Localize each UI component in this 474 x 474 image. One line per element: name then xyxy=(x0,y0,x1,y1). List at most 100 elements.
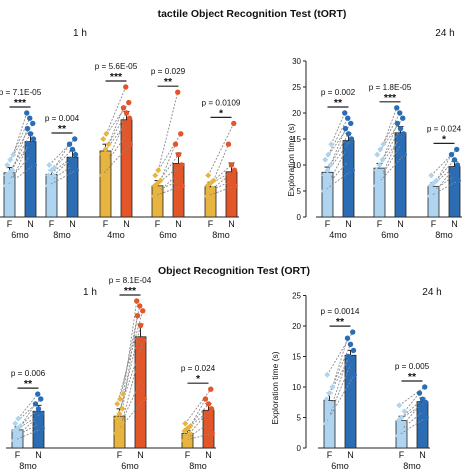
p3-g0-F-point-1 xyxy=(325,414,332,421)
p1-g0-age-label: 4mo xyxy=(329,230,347,240)
p0-g3-N-point-0 xyxy=(179,183,185,189)
p2-g1-F-point-5 xyxy=(119,405,126,412)
p1-g1-N-point-4 xyxy=(397,125,404,132)
p3-g0-N-point-3 xyxy=(350,347,357,354)
p2-g2-pair-line-2 xyxy=(189,413,207,434)
p0-g3-pair-line-0 xyxy=(153,185,183,197)
ort-1h-subtitle: 1 h xyxy=(83,287,97,298)
p2-g0-N-point-4 xyxy=(35,406,42,412)
p0-g3-N-point-1 xyxy=(176,177,182,184)
p0-g3-sig-stars: ** xyxy=(164,76,173,88)
p0-g1-pair-line-0 xyxy=(47,169,77,187)
p2-g0-N-point-0 xyxy=(39,425,45,432)
p0-g1-pair-line-2 xyxy=(53,159,71,176)
ort-24h-subtitle: 24 h xyxy=(422,287,441,298)
p0-g0-p-value: p = 7.1E-05 xyxy=(0,88,42,97)
p1-g0-F-point-4 xyxy=(324,167,331,174)
p1-g2-pair-line-1 xyxy=(432,175,456,192)
p1-g1-pair-line-8 xyxy=(382,107,398,145)
p0-g3-N-point-3 xyxy=(178,162,185,168)
p0-g1-N-point-1 xyxy=(70,162,76,168)
p0-g0-N-point-5 xyxy=(24,125,31,132)
p1-g2-p-value: p = 0.024 xyxy=(427,124,462,133)
p0-g1-p-value: p = 0.004 xyxy=(45,114,80,123)
p3-g1-N-point-5 xyxy=(416,390,423,396)
p3-g0-F-point-2 xyxy=(328,402,335,409)
p2-g2-N-point-0 xyxy=(209,430,215,436)
p3-g0-bar-N xyxy=(344,354,357,449)
p1-g2-N-point-6 xyxy=(454,146,460,153)
p3-g0-N-point-2 xyxy=(345,353,351,360)
p2-g0-p-value: p = 0.006 xyxy=(11,369,46,378)
p0-g1-pair-line-6 xyxy=(48,138,76,166)
p0-g1-N-point-6 xyxy=(72,136,78,142)
p0-g3-bar-N xyxy=(172,163,185,218)
p2-g1-pair-line-7 xyxy=(119,305,141,400)
p2-g1-bar-N xyxy=(134,336,147,449)
p3-g1-pair-line-4 xyxy=(401,398,423,418)
p1-g1-N-point-2 xyxy=(395,136,401,142)
p0-g1-x-label-N: N xyxy=(69,219,76,229)
p1-g0-N-point-7 xyxy=(345,115,351,121)
p1-g1-N-point-6 xyxy=(400,115,406,121)
p0-g3-F-point-7 xyxy=(155,167,162,174)
p2-g1-F-point-4 xyxy=(116,410,123,417)
p1-g2-N-point-4 xyxy=(451,157,458,163)
p0-g3-F-point-0 xyxy=(150,193,157,200)
p0-g1-N-point-3 xyxy=(72,151,79,158)
p3-g1-N-point-2 xyxy=(417,402,423,408)
p2-g0-N-point-6 xyxy=(38,396,44,402)
p3-g0-pair-line-5 xyxy=(332,338,348,388)
p0-g2-F-point-1 xyxy=(101,162,108,168)
p2-g0-F-point-5 xyxy=(17,422,24,429)
p3-y-tick-label-1: 5 xyxy=(297,414,302,423)
p2-g0-pair-line-5 xyxy=(20,403,36,427)
p1-g1-N-point-3 xyxy=(400,131,407,137)
p0-g1-F-point-1 xyxy=(47,177,54,184)
p3-g1-N-point-6 xyxy=(422,384,428,390)
p1-g1-N-point-0 xyxy=(401,151,407,158)
p1-g1-N-point-5 xyxy=(394,120,401,127)
p1-g2-age-label: 8mo xyxy=(435,230,453,240)
p0-g2-pair-line-0 xyxy=(101,143,131,176)
p0-g4-N-point-3 xyxy=(231,167,238,173)
p0-g0-F-point-5 xyxy=(9,167,16,174)
p2-g2-N-point-5 xyxy=(202,396,209,402)
p1-y-tick-label-3: 15 xyxy=(292,135,301,144)
p1-g0-pair-line-8 xyxy=(330,112,346,145)
p0-g4-x-label-N: N xyxy=(228,219,235,229)
p3-g1-p-value: p = 0.005 xyxy=(395,362,430,371)
p0-g4-pair-line-2 xyxy=(212,175,230,189)
p0-g1-N-point-2 xyxy=(67,157,73,163)
p0-g2-N-point-3 xyxy=(126,115,133,121)
p0-g4-N-point-4 xyxy=(228,162,235,168)
p2-g2-N-point-2 xyxy=(203,411,209,417)
p0-g3-pair-line-2 xyxy=(159,175,177,192)
p1-g0-N-point-8 xyxy=(342,110,348,116)
p2-g1-N-point-2 xyxy=(135,357,141,363)
p3-g0-x-label-N: N xyxy=(347,450,354,460)
p0-g2-F-point-2 xyxy=(104,156,111,163)
p2-g0-pair-line-2 xyxy=(19,418,37,434)
p3-g1-F-point-5 xyxy=(401,408,408,415)
p0-g4-F-point-0 xyxy=(203,193,210,200)
p1-g0-F-point-0 xyxy=(320,188,327,194)
p0-g2-N-point-7 xyxy=(123,84,129,90)
p0-g0-N-point-0 xyxy=(31,162,37,168)
p2-g1-N-point-1 xyxy=(138,376,144,383)
p1-g0-N-point-5 xyxy=(342,125,349,132)
p3-g0-N-point-6 xyxy=(350,329,356,335)
p2-g0-N-point-5 xyxy=(32,401,39,407)
p2-g0-F-point-2 xyxy=(16,430,23,437)
p3-g1-N-point-4 xyxy=(419,396,426,402)
p1-g2-F-point-0 xyxy=(426,193,433,200)
p0-g0-pair-line-8 xyxy=(12,112,28,155)
p1-g2-N-point-5 xyxy=(448,151,455,158)
p0-g2-F-point-6 xyxy=(100,136,107,142)
p0-g4-N-point-2 xyxy=(226,172,232,179)
p0-g1-x-label-F: F xyxy=(49,219,55,229)
p3-g1-pair-line-2 xyxy=(403,404,421,424)
p2-g1-p-value: p = 8.1E-04 xyxy=(109,276,152,285)
p0-g3-pair-line-3 xyxy=(154,164,182,187)
